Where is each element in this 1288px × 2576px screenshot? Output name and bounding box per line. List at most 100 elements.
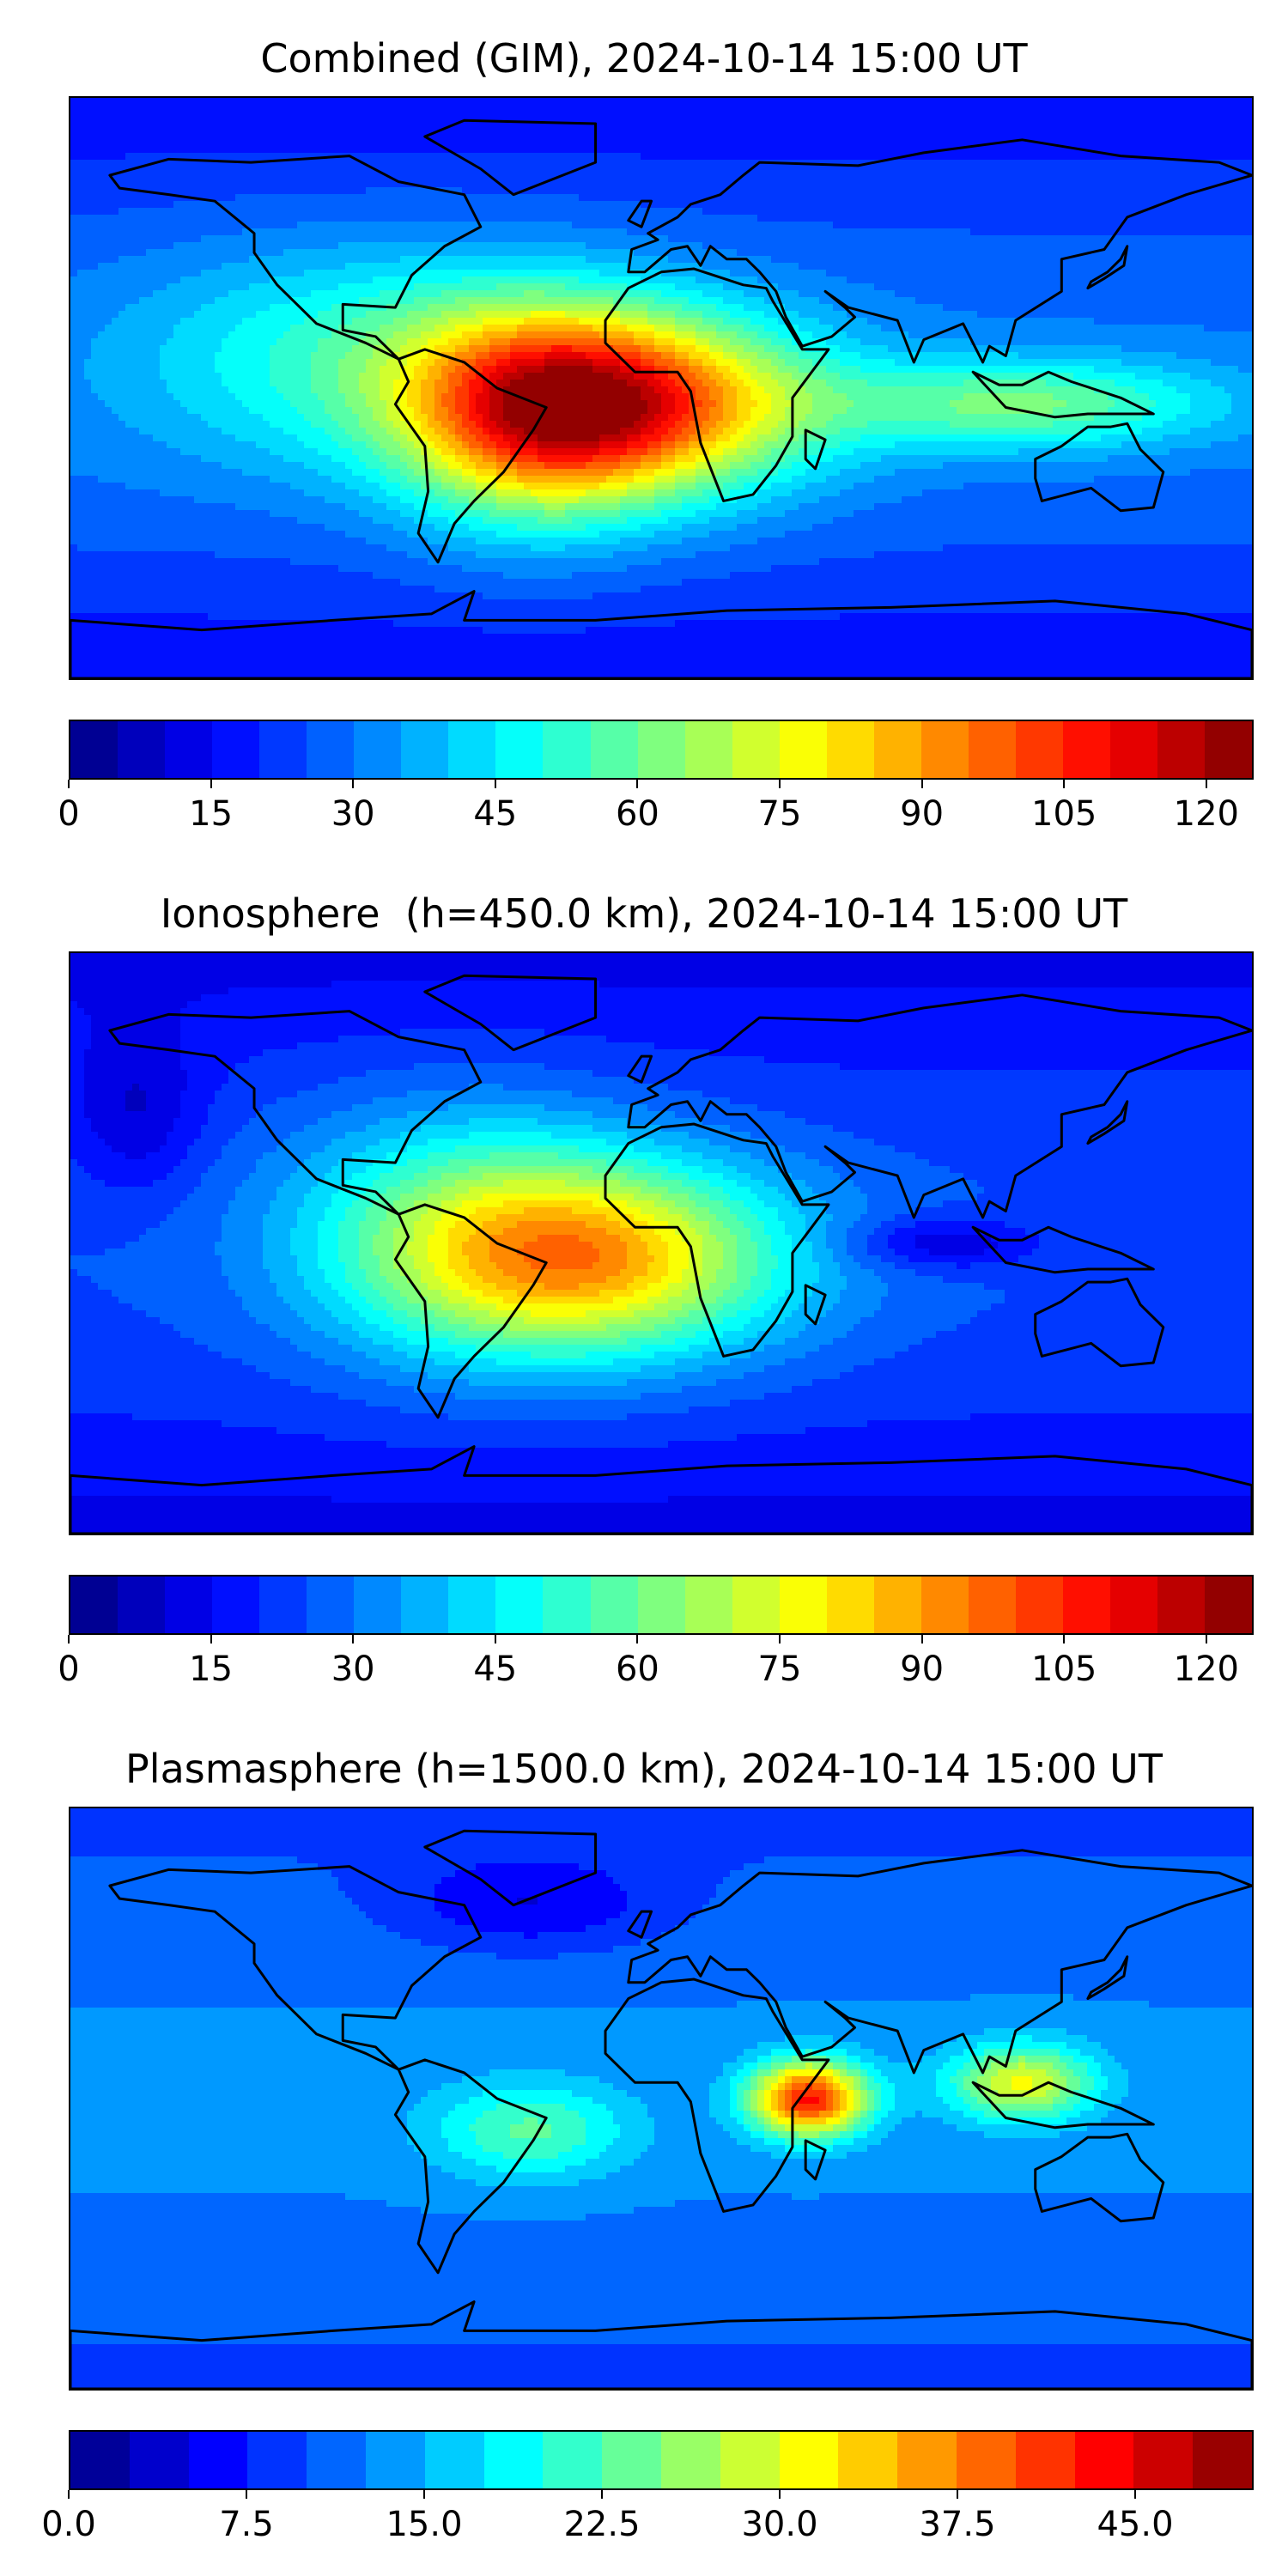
colorbar-segment <box>543 2432 603 2488</box>
colorbar-tick <box>920 780 923 788</box>
colorbar-tick <box>68 2490 70 2499</box>
colorbar-tick <box>636 780 639 788</box>
colorbar-tick-label: 60 <box>616 795 659 833</box>
colorbar-tick <box>494 780 496 788</box>
colorbar-segment <box>1205 1577 1253 1633</box>
coastline-outline <box>108 1010 483 1216</box>
colorbar-tick <box>779 1635 781 1643</box>
filled-contours <box>70 98 1252 678</box>
colorbar-segment <box>968 721 1016 778</box>
coastline-outline <box>393 2058 548 2275</box>
coastline-outline <box>971 1225 1155 1274</box>
colorbar-tick <box>779 2490 781 2499</box>
colorbar-segment <box>826 721 874 778</box>
coastline-outline <box>1034 422 1165 513</box>
colorbar-segment <box>826 1577 874 1633</box>
colorbar-tick-label: 30 <box>331 795 375 833</box>
colorbar-segment <box>448 1577 496 1633</box>
colorbar-segment <box>307 2432 366 2488</box>
colorbar-segment <box>602 2432 661 2488</box>
colorbar-segment <box>495 721 544 778</box>
colorbar-segment <box>259 1577 307 1633</box>
colorbar-segment <box>637 1577 685 1633</box>
colorbar-segment <box>448 721 496 778</box>
colorbar-segment <box>732 721 780 778</box>
filled-contours <box>70 953 1252 1534</box>
colorbar-tick-label: 75 <box>758 795 802 833</box>
colorbar-segment <box>401 721 449 778</box>
colorbar-tick <box>210 1635 212 1643</box>
panel-3-title: Plasmasphere (h=1500.0 km), 2024-10-14 1… <box>0 1745 1288 1793</box>
colorbar-segment <box>920 1577 969 1633</box>
colorbar-tick-label: 75 <box>758 1650 802 1688</box>
coastline-outline <box>627 199 653 228</box>
coastline-outline <box>804 2139 827 2181</box>
coastline-outline <box>604 1122 830 1358</box>
colorbar-tick-label: 15 <box>189 1650 233 1688</box>
colorbar-tick <box>1205 780 1207 788</box>
coastline-outline <box>1086 245 1129 290</box>
colorbar-tick <box>1063 780 1066 788</box>
coastline-outline <box>70 590 1252 678</box>
coastline-outline <box>627 1849 1252 2075</box>
colorbar-segment <box>897 2432 957 2488</box>
colorbar-tick <box>1063 1635 1066 1643</box>
colorbar-tick-label: 90 <box>900 795 944 833</box>
colorbar-segment <box>543 721 591 778</box>
colorbar-segment <box>956 2432 1016 2488</box>
colorbar-tick-label: 120 <box>1174 1650 1239 1688</box>
colorbar-tick-label: 45.0 <box>1097 2506 1173 2543</box>
colorbar-segment <box>1015 2432 1075 2488</box>
colorbar-segment <box>590 721 638 778</box>
colorbar-segment <box>732 1577 780 1633</box>
colorbar-tick <box>352 780 355 788</box>
colorbar-segment <box>873 721 921 778</box>
colorbar-segment <box>968 1577 1016 1633</box>
colorbar-segment <box>307 1577 355 1633</box>
colorbar-segment <box>165 721 213 778</box>
colorbar-segment <box>1193 2432 1252 2488</box>
coastline-outline <box>971 370 1155 419</box>
colorbar-segment <box>70 2432 130 2488</box>
colorbar-segment <box>920 721 969 778</box>
colorbar-tick <box>957 2490 958 2499</box>
coastlines <box>70 1829 1252 2389</box>
coastline-outline <box>1034 2132 1165 2223</box>
colorbar-tick <box>636 1635 639 1643</box>
colorbar-tick <box>68 780 70 788</box>
ionosphere-colorbar <box>69 1575 1254 1635</box>
coastline-outline <box>804 428 827 471</box>
coastline-outline <box>1034 1277 1165 1368</box>
colorbar-tick <box>423 2490 425 2499</box>
plasmasphere-map <box>69 1807 1254 2391</box>
colorbar-segment <box>165 1577 213 1633</box>
field-map-svg <box>70 98 1252 678</box>
coastlines <box>70 974 1252 1534</box>
colorbar-segment <box>1062 721 1111 778</box>
coastline-outline <box>423 974 598 1052</box>
coastline-outline <box>627 138 1252 364</box>
colorbar-tick <box>920 1635 923 1643</box>
colorbar-segment <box>354 1577 402 1633</box>
coastline-outline <box>971 2081 1155 2129</box>
colorbar-tick <box>210 780 212 788</box>
colorbar-segment <box>1062 1577 1111 1633</box>
colorbar-tick <box>1205 1635 1207 1643</box>
colorbar-tick-label: 45 <box>473 1650 517 1688</box>
colorbar-segment <box>838 2432 898 2488</box>
coastline-outline <box>627 1054 653 1084</box>
colorbar-segment <box>118 1577 166 1633</box>
coastline-outline <box>1086 1955 1129 2001</box>
colorbar-tick <box>779 780 781 788</box>
colorbar-segment <box>543 1577 591 1633</box>
colorbar-tick <box>601 2490 603 2499</box>
colorbar-tick-label: 0.0 <box>41 2506 96 2543</box>
colorbar-segment <box>1015 1577 1063 1633</box>
colorbar-segment <box>1074 2432 1134 2488</box>
colorbar-segment <box>212 721 260 778</box>
colorbar-segment <box>1157 1577 1206 1633</box>
colorbar-tick <box>494 1635 496 1643</box>
colorbar-tick-label: 120 <box>1174 795 1239 833</box>
colorbar-segment <box>365 2432 425 2488</box>
colorbar-tick-label: 45 <box>473 795 517 833</box>
